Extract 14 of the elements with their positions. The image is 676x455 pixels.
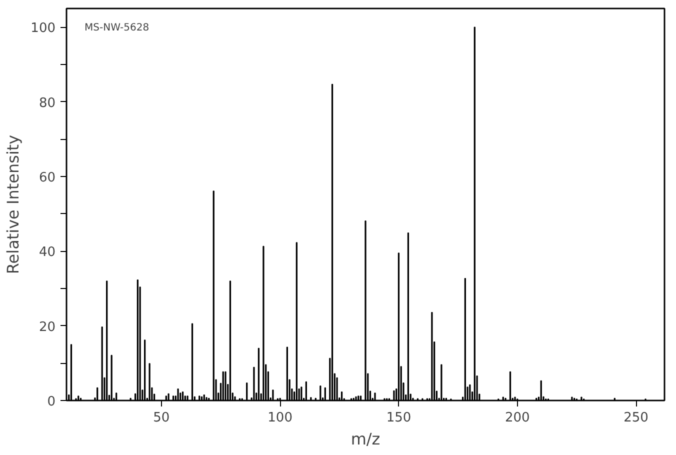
x-axis-title: m/z xyxy=(350,430,380,448)
y-axis-title: Relative Intensity xyxy=(4,134,23,274)
x-tick-label: 250 xyxy=(624,410,648,426)
x-tick-label: 50 xyxy=(153,410,170,426)
y-tick-label: 100 xyxy=(30,21,56,36)
y-tick-label: 80 xyxy=(38,96,56,111)
x-tick-label: 100 xyxy=(268,410,292,426)
annotation: MS-NW-5628 xyxy=(84,22,150,34)
y-tick-label: 20 xyxy=(38,320,56,335)
x-tick-label: 150 xyxy=(386,410,412,426)
x-tick-label: 200 xyxy=(504,410,530,426)
y-tick-label: 60 xyxy=(38,170,56,186)
y-tick-label: 0 xyxy=(47,394,56,410)
y-tick-label: 40 xyxy=(38,245,56,260)
